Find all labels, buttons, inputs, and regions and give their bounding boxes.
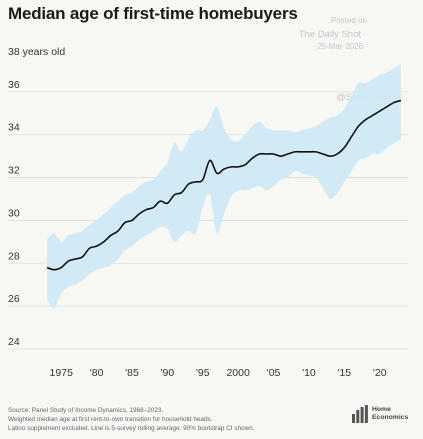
logo-line-2: Economics (372, 414, 409, 421)
x-tick-label: '10 (302, 367, 316, 379)
logo-line-1: Home (372, 406, 391, 414)
x-tick-label: '05 (267, 367, 281, 379)
watermark-posted-on: Posted on (330, 16, 367, 25)
x-tick-label: '80 (90, 367, 104, 379)
footer-source: Source: Panel Study of Income Dynamics, … (8, 407, 164, 414)
bar-columns-logo-icon (352, 405, 368, 423)
watermark-date: 25-Mar-2026 (317, 42, 363, 51)
y-tick-label: 26 (8, 293, 20, 305)
y-tick-label: 24 (8, 336, 20, 348)
confidence-band (47, 64, 401, 309)
footer-method: Weighted median age at first rent-to-own… (8, 416, 213, 424)
y-tick-label: 28 (8, 250, 20, 262)
x-tick-label: 2000 (226, 367, 250, 379)
footer-note: Latino supplement excluded. Line is 5-su… (8, 425, 255, 433)
y-tick-label: 32 (8, 165, 20, 177)
y-tick-label: 30 (8, 207, 20, 219)
x-tick-label: '90 (161, 367, 175, 379)
watermark-publication: The Daily Shot (298, 29, 361, 40)
footer-notes: Source: Panel Study of Income Dynamics, … (8, 406, 255, 434)
x-tick-label: '15 (337, 367, 351, 379)
y-axis-label: 38 years old (8, 46, 65, 58)
home-economics-logo: Home Economics (352, 405, 408, 423)
y-tick-labels: 24 26 28 30 32 34 36 (8, 79, 20, 348)
median-age-line (46, 99, 402, 271)
x-tick-labels: 1975 '80 '85 '90 '95 2000 '05 '10 '15 '20 (50, 367, 387, 379)
y-tick-label: 36 (8, 79, 20, 91)
line-chart: 24 26 28 30 32 34 36 1975 '80 '85 '90 '95 2000 '05 '1… (8, 46, 408, 379)
y-tick-label: 34 (8, 122, 20, 134)
x-tick-label: '85 (125, 367, 139, 379)
x-tick-label: '20 (373, 367, 387, 379)
x-tick-label: '95 (196, 367, 210, 379)
chart-title: Median age of first-time homebuyers (8, 4, 298, 23)
x-tick-label: 1975 (50, 367, 74, 379)
